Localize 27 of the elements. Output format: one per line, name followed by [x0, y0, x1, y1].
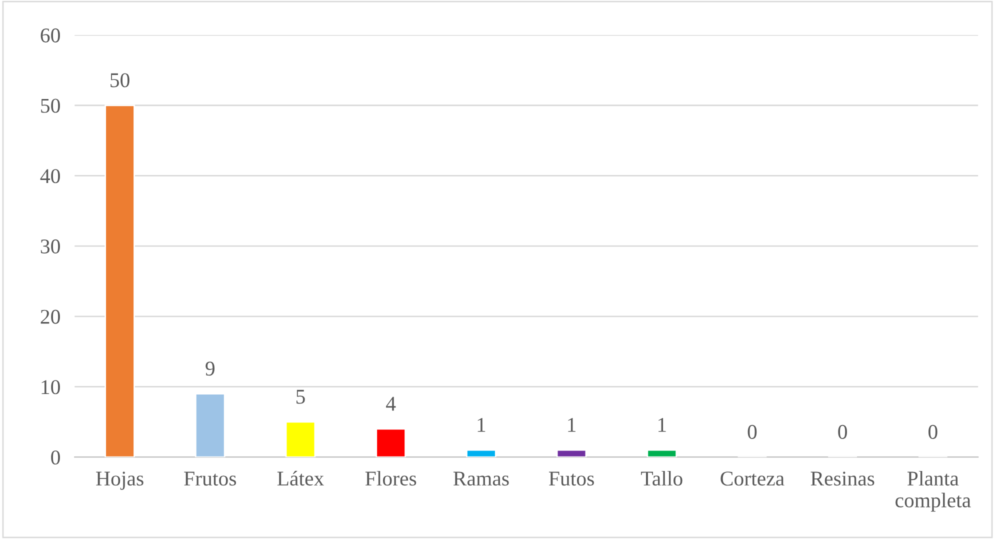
x-tick-label: Flores: [365, 470, 416, 486]
data-label: 0: [928, 424, 938, 439]
x-tick-label: Hojas: [96, 472, 144, 490]
data-label: 0: [838, 424, 847, 439]
x-tick-label: Corteza: [720, 472, 784, 486]
x-tick-label: Futos: [548, 472, 594, 486]
x-tick-label: Planta completa: [896, 470, 971, 512]
y-tick-label: 30: [40, 239, 60, 254]
x-tick-label: Resinas: [810, 472, 874, 486]
y-tick-label: 0: [51, 450, 60, 465]
data-label: 0: [748, 424, 757, 439]
x-tick-label: Frutos: [184, 472, 236, 486]
x-tick-label: Tallo: [641, 470, 682, 486]
y-tick-label: 60: [40, 28, 60, 42]
data-label: 1: [658, 418, 666, 432]
data-label: 1: [568, 418, 576, 432]
y-tick-label: 40: [40, 169, 60, 184]
data-label: 9: [206, 362, 214, 376]
data-label: 1: [478, 418, 486, 432]
y-tick-label: 20: [40, 310, 60, 324]
y-tick-label: 10: [42, 380, 60, 394]
x-tick-label: Ramas: [453, 472, 509, 486]
data-label: 5: [296, 390, 305, 404]
x-tick-label: Látex: [277, 470, 324, 486]
data-label: 4: [386, 396, 396, 411]
data-label: 50: [110, 73, 130, 88]
y-tick-label: 50: [41, 98, 60, 113]
